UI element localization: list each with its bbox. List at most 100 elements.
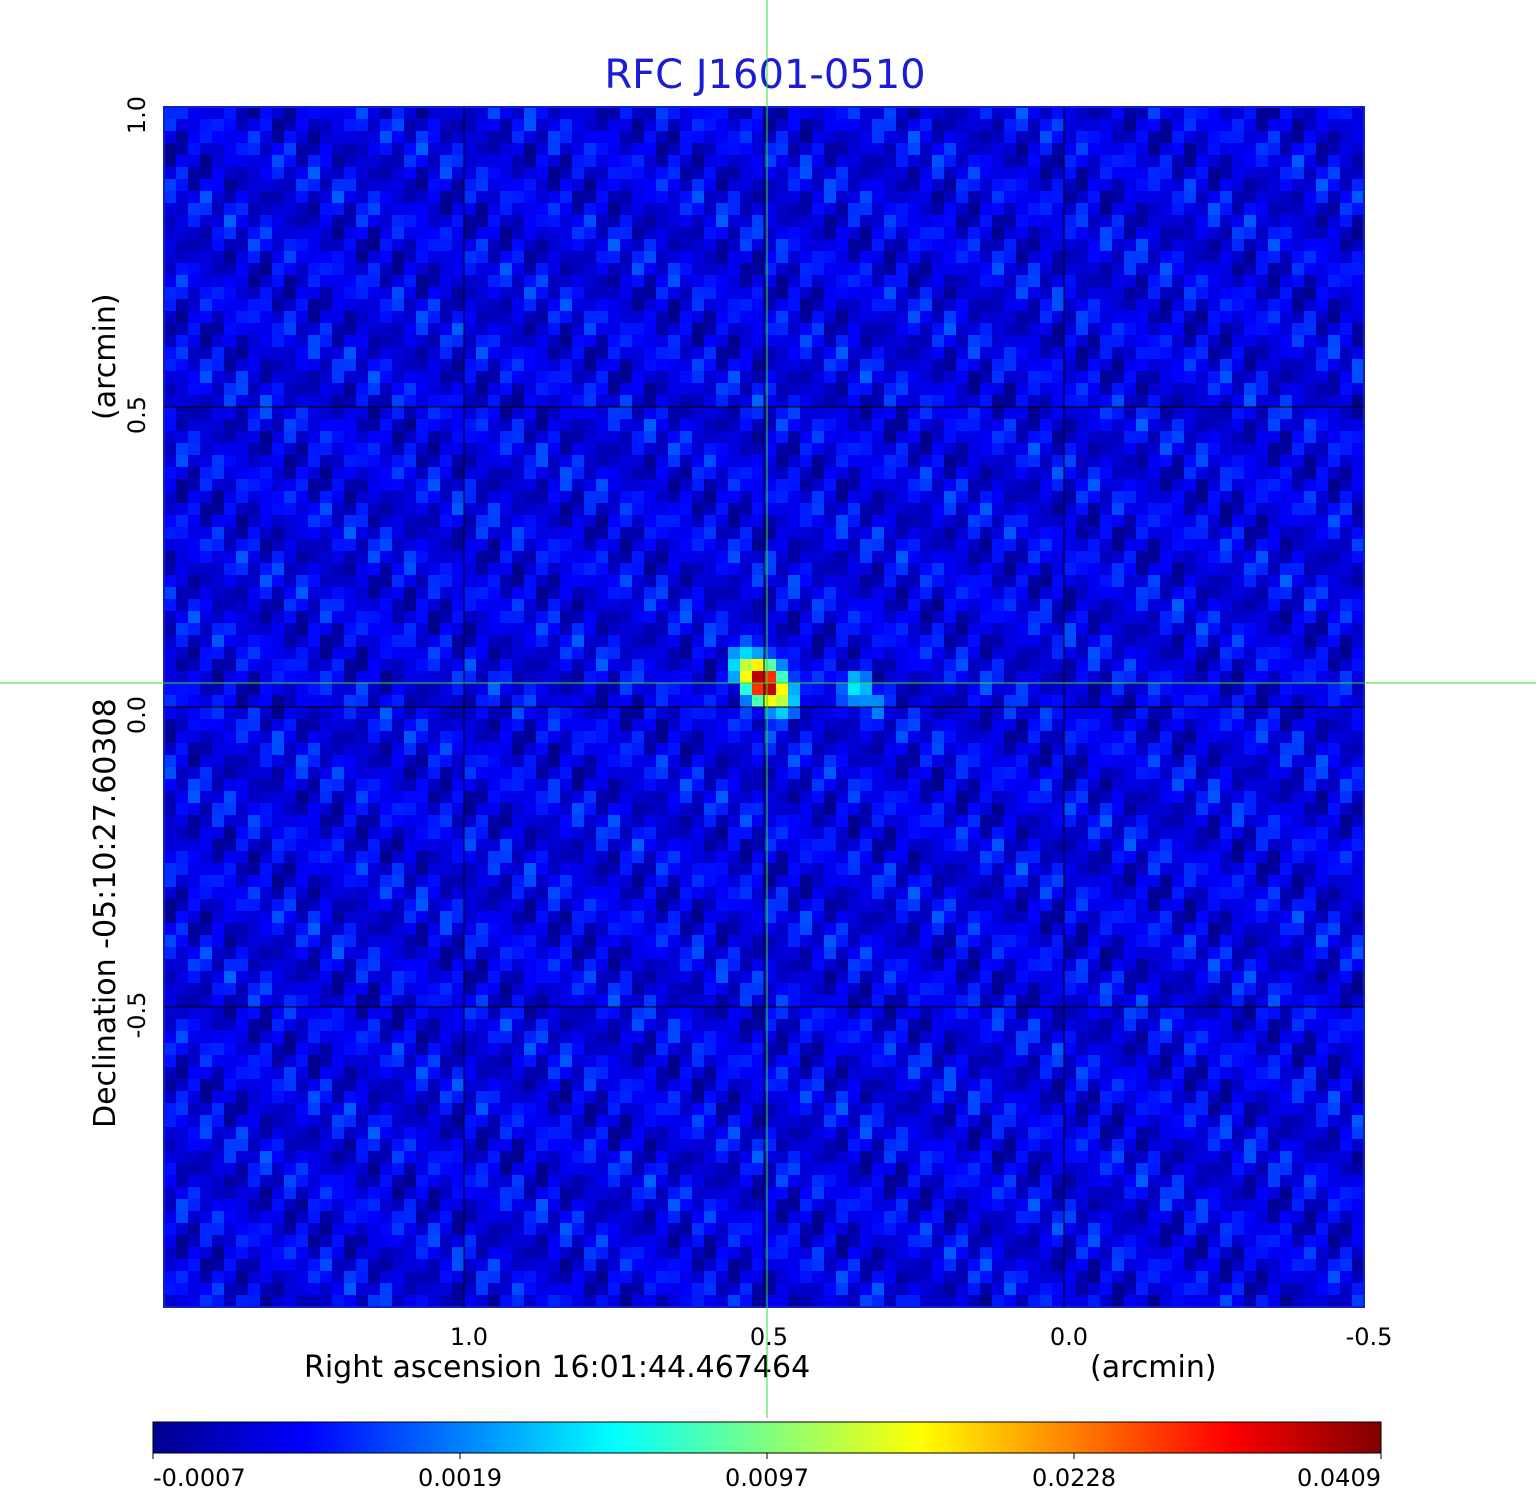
heatmap-cell [980,239,993,252]
heatmap-cell [752,383,765,396]
heatmap-cell [1088,623,1101,636]
heatmap-cell [1040,107,1053,120]
heatmap-cell [992,539,1005,552]
heatmap-cell [1340,503,1353,516]
heatmap-cell [308,131,321,144]
heatmap-cell [320,323,333,336]
heatmap-cell [1124,143,1137,156]
heatmap-cell [296,155,309,168]
heatmap-cell [596,323,609,336]
heatmap-cell [1100,179,1113,192]
heatmap-cell [764,263,777,276]
heatmap-cell [884,179,897,192]
heatmap-cell [980,203,993,216]
heatmap-cell [284,455,297,468]
heatmap-cell [908,239,921,252]
heatmap-cell [1184,659,1197,672]
heatmap-cell [1292,647,1305,660]
heatmap-cell [992,371,1005,384]
heatmap-cell [164,539,177,552]
heatmap-cell [716,431,729,444]
heatmap-cell [332,143,345,156]
heatmap-cell [200,563,213,576]
heatmap-cell [236,443,249,456]
heatmap-cell [980,155,993,168]
heatmap-cell [1088,647,1101,660]
heatmap-cell [1292,683,1305,696]
heatmap-cell [836,551,849,564]
heatmap-cell [380,143,393,156]
heatmap-cell [440,299,453,312]
heatmap-cell [884,119,897,132]
heatmap-cell [428,587,441,600]
heatmap-cell [1064,311,1077,324]
heatmap-cell [1088,491,1101,504]
heatmap-cell [512,191,525,204]
heatmap-cell [1004,383,1017,396]
heatmap-cell [524,359,537,372]
heatmap-cell [716,599,729,612]
heatmap-cell [308,155,321,168]
heatmap-cell [824,503,837,516]
heatmap-cell [296,263,309,276]
heatmap-cell [932,659,945,672]
heatmap-cell [644,551,657,564]
heatmap-cell [884,443,897,456]
heatmap-cell [488,575,501,588]
heatmap-cell [1112,359,1125,372]
heatmap-cell [368,275,381,288]
heatmap-cell [572,467,585,480]
heatmap-cell [656,311,669,324]
heatmap-cell [1340,563,1353,576]
heatmap-cell [968,371,981,384]
heatmap-cell [980,143,993,156]
heatmap-cell [1184,491,1197,504]
heatmap-cell [332,287,345,300]
heatmap-cell [824,323,837,336]
heatmap-cell [1256,203,1269,216]
heatmap-cell [248,203,261,216]
heatmap-cell [1280,455,1293,468]
heatmap-cell [212,323,225,336]
heatmap-cell [452,359,465,372]
heatmap-cell [368,251,381,264]
heatmap-cell [620,155,633,168]
heatmap-cell [968,107,981,120]
heatmap-cell [1160,407,1173,420]
heatmap-cell [1244,239,1257,252]
heatmap-cell [656,203,669,216]
heatmap-cell [224,239,237,252]
heatmap-cell [728,287,741,300]
heatmap-cell [1028,455,1041,468]
heatmap-cell [1124,659,1137,672]
heatmap-cell [704,647,717,660]
heatmap-cell [1076,599,1089,612]
heatmap-cell [512,575,525,588]
heatmap-cell [1196,191,1209,204]
heatmap-cell [788,311,801,324]
heatmap-cell [620,527,633,540]
heatmap-cell [848,179,861,192]
heatmap-cell [1136,311,1149,324]
heatmap-cell [1256,479,1269,492]
heatmap-cell [1016,155,1029,168]
heatmap-cell [548,311,561,324]
heatmap-cell [1052,623,1065,636]
heatmap-cell [1340,167,1353,180]
heatmap-cell [176,647,189,660]
heatmap-cell [980,179,993,192]
heatmap-cell [896,227,909,240]
heatmap-cell [632,383,645,396]
heatmap-cell [692,119,705,132]
heatmap-cell [224,659,237,672]
heatmap-cell [968,227,981,240]
heatmap-cell [824,287,837,300]
heatmap-cell [944,311,957,324]
heatmap-cell [680,383,693,396]
heatmap-cell [1088,143,1101,156]
heatmap-cell [1124,179,1137,192]
heatmap-cell [1136,395,1149,408]
heatmap-cell [620,395,633,408]
heatmap-cell [1196,167,1209,180]
heatmap-cell [344,347,357,360]
